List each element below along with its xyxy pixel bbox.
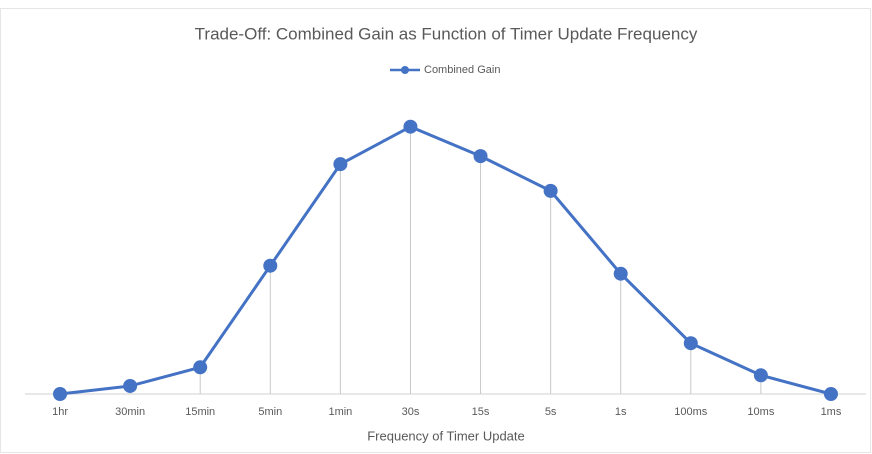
data-point [53, 387, 68, 401]
data-point [123, 378, 138, 393]
series-line [59, 125, 832, 396]
data-point [333, 157, 348, 172]
x-tick-label: 5s [545, 406, 557, 418]
x-tick-label: 30s [402, 406, 420, 418]
data-point [263, 258, 278, 273]
x-tick-label: 1ms [821, 406, 842, 418]
x-tick-label: 15s [472, 406, 490, 418]
x-tick-label: 1s [615, 406, 627, 418]
legend-label: Combined Gain [424, 64, 500, 76]
x-tick-label: 5min [258, 406, 282, 418]
chart-border [0, 8, 871, 453]
data-point [823, 387, 838, 401]
data-point [403, 119, 418, 134]
x-tick-label: 1min [328, 406, 352, 418]
chart-title: Trade-Off: Combined Gain as Function of … [195, 24, 698, 43]
x-tick-label: 15min [185, 406, 215, 418]
data-point [683, 336, 698, 351]
data-point [613, 266, 628, 281]
data-point [193, 360, 208, 375]
x-tick-label: 1hr [52, 406, 68, 418]
x-tick-label: 30min [115, 406, 145, 418]
data-point [753, 368, 768, 383]
data-point [543, 183, 558, 198]
x-tick-label: 100ms [674, 406, 708, 418]
x-axis-title: Frequency of Timer Update [367, 428, 525, 443]
data-point [473, 149, 488, 164]
x-tick-label: 10ms [747, 406, 774, 418]
legend-marker [401, 66, 409, 74]
